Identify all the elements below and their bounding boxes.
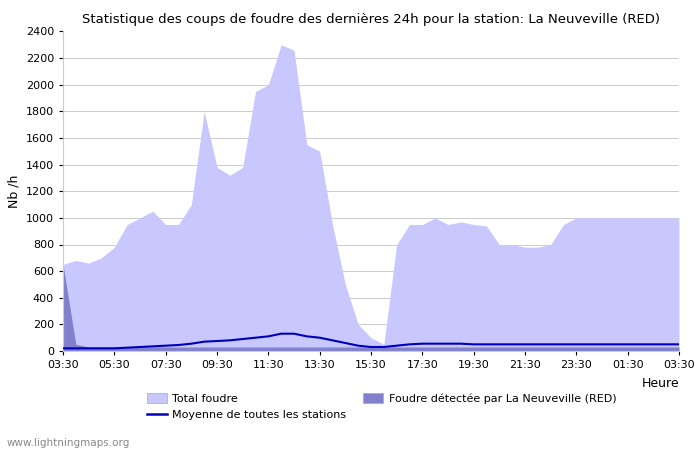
Y-axis label: Nb /h: Nb /h: [7, 175, 20, 208]
Legend: Total foudre, Moyenne de toutes les stations, Foudre détectée par La Neuveville : Total foudre, Moyenne de toutes les stat…: [143, 388, 621, 424]
Text: www.lightningmaps.org: www.lightningmaps.org: [7, 438, 130, 448]
Text: Heure: Heure: [641, 377, 679, 390]
Title: Statistique des coups de foudre des dernières 24h pour la station: La Neuveville: Statistique des coups de foudre des dern…: [82, 13, 660, 26]
